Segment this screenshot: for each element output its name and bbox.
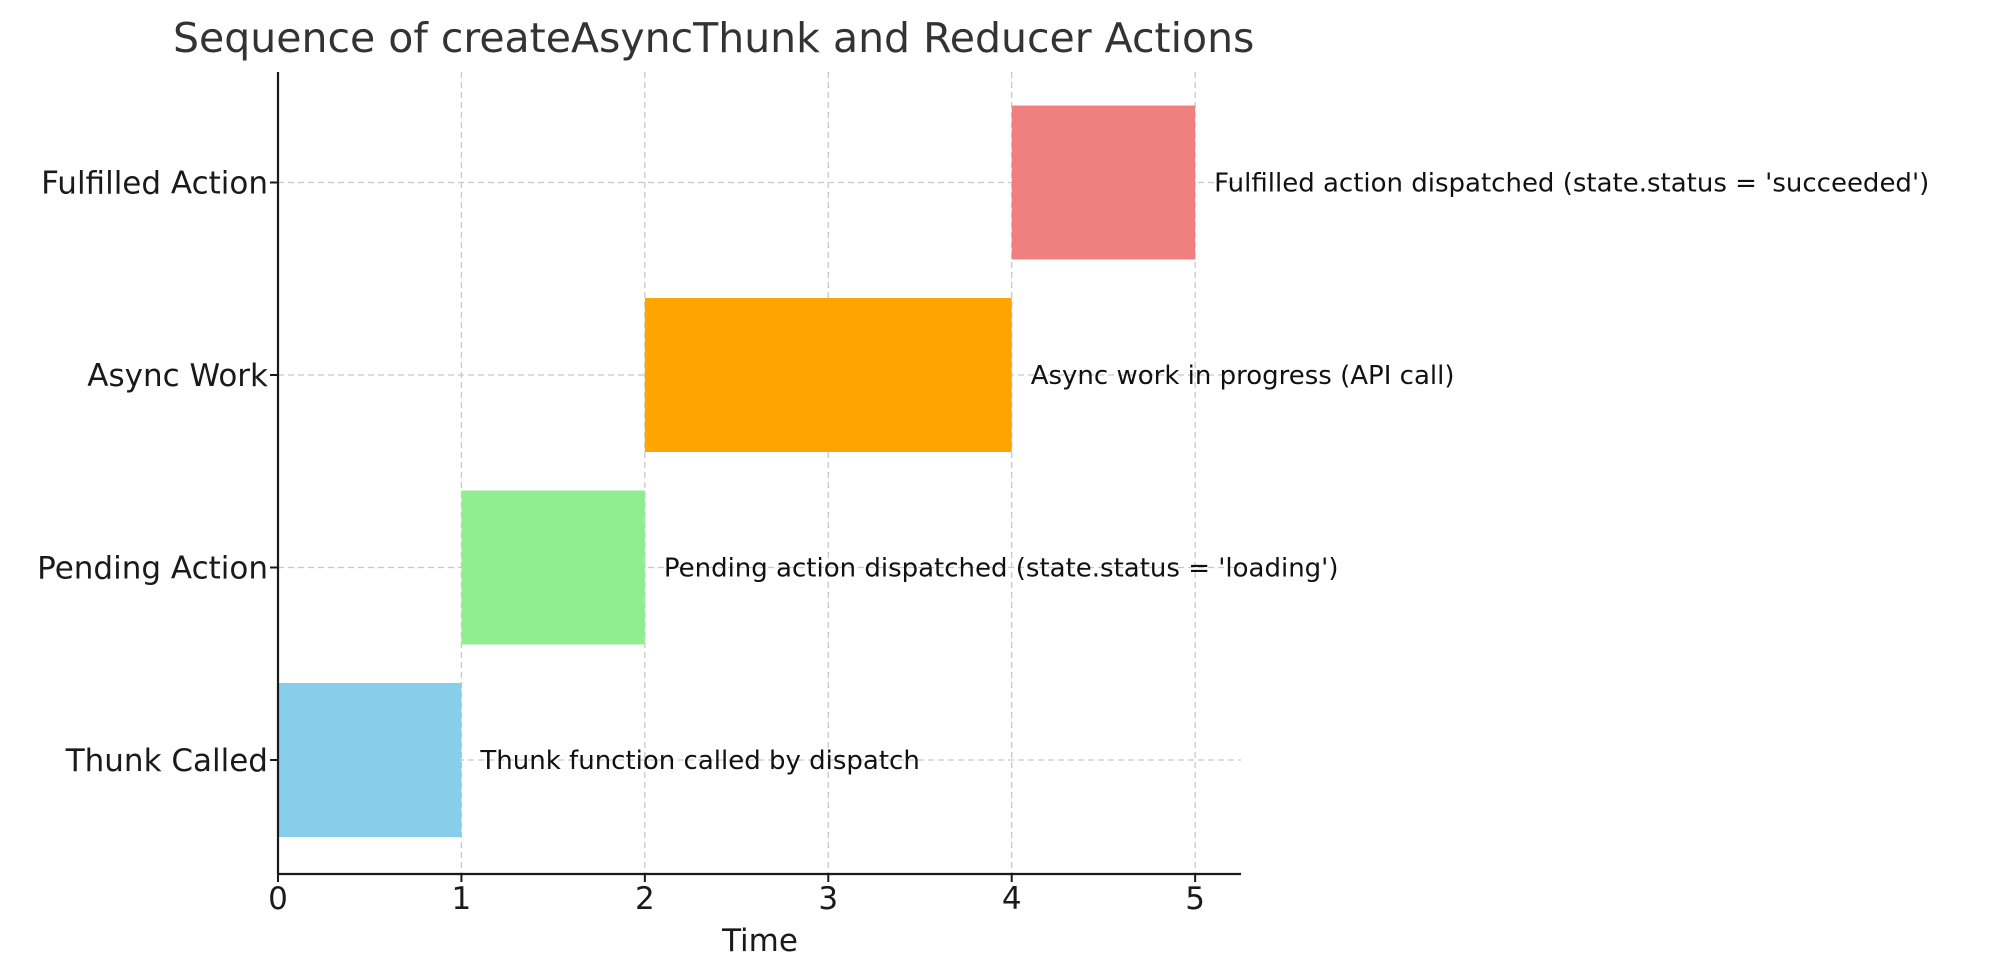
y-tick-label-pending-action: Pending Action [37, 551, 268, 587]
x-axis-label: Time [721, 923, 798, 959]
x-tick-label-1: 1 [452, 881, 472, 917]
bars [278, 105, 1196, 837]
annotations: Thunk function called by dispatch Pending… [479, 169, 1929, 777]
bar-thunk-called [278, 683, 462, 837]
annotation-thunk-called: Thunk function called by dispatch [479, 746, 919, 776]
x-tick-label-0: 0 [268, 881, 288, 917]
axes [276, 72, 1241, 876]
annotation-pending-action: Pending action dispatched (state.status … [664, 554, 1339, 584]
y-tick-label-async-work: Async Work [87, 358, 268, 394]
bar-pending-action [461, 490, 645, 645]
annotation-async-work: Async work in progress (API call) [1031, 361, 1455, 391]
x-tick-label-3: 3 [818, 881, 838, 917]
x-axis-ticks: 0 1 2 3 4 5 [268, 874, 1205, 917]
y-tick-label-thunk-called: Thunk Called [65, 743, 268, 779]
y-tick-label-fulfilled-action: Fulfilled Action [41, 166, 268, 202]
y-axis-ticks: Thunk Called Pending Action Async Work Fulf… [37, 166, 278, 779]
annotation-fulfilled-action: Fulfilled action dispatched (state.statu… [1214, 169, 1929, 199]
x-tick-label-4: 4 [1002, 881, 1022, 917]
bar-async-work [644, 298, 1012, 452]
chart-title: Sequence of createAsyncThunk and Reducer… [173, 14, 1254, 62]
bar-fulfilled-action [1011, 105, 1196, 260]
x-tick-label-5: 5 [1185, 881, 1205, 917]
x-tick-label-2: 2 [635, 881, 655, 917]
